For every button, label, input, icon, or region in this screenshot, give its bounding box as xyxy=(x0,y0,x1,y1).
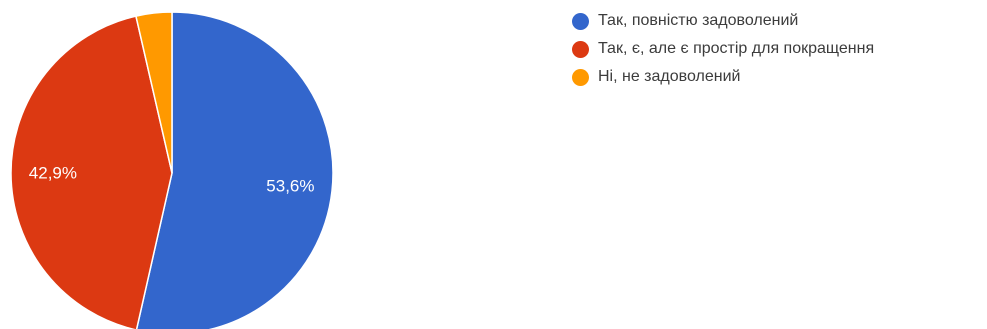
legend-label: Так, повністю задоволений xyxy=(598,12,799,29)
legend-label: Ні, не задоволений xyxy=(598,68,741,85)
chart-legend: Так, повністю задоволений Так, є, але є п… xyxy=(572,9,874,93)
pie-slice-3[interactable] xyxy=(135,11,173,174)
legend-label: Так, є, але є простір для покращення xyxy=(598,40,875,57)
pie-slice-label-2: 42,9% xyxy=(29,164,77,183)
legend-swatch-icon xyxy=(572,68,589,86)
legend-swatch-icon xyxy=(572,40,589,58)
legend-item-2[interactable]: Так, є, але є простір для покращення xyxy=(572,37,874,61)
legend-item-1[interactable]: Так, повністю задоволений xyxy=(572,9,874,33)
pie-chart-canvas: 53,6% 42,9% xyxy=(10,11,334,329)
pie-slice-2[interactable] xyxy=(10,15,173,329)
pie-slice-label-1: 53,6% xyxy=(266,177,314,196)
legend-item-3[interactable]: Ні, не задоволений xyxy=(572,65,874,89)
legend-swatch-icon xyxy=(572,12,589,30)
